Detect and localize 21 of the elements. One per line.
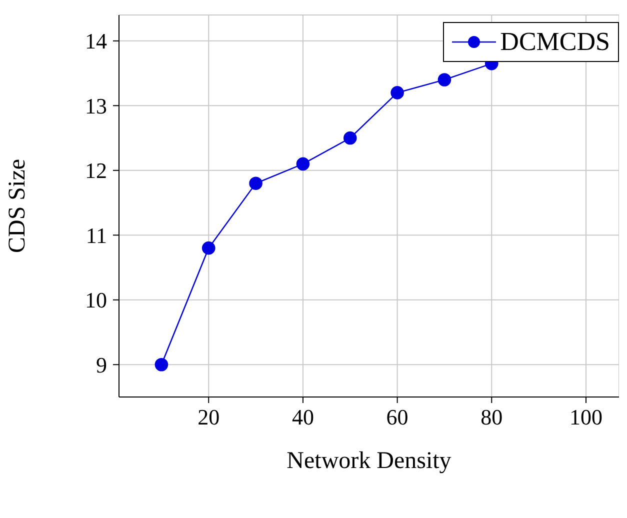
- point: [390, 86, 404, 100]
- y-axis-title: CDS Size: [4, 158, 31, 254]
- point: [202, 241, 216, 255]
- x-tick-label: 60: [386, 404, 408, 430]
- y-tick-label: 13: [85, 93, 107, 118]
- x-tick-label: 80: [480, 404, 503, 430]
- y-tick-label: 12: [85, 158, 107, 184]
- point: [343, 131, 357, 145]
- legend-label: DCMCDS: [500, 27, 610, 57]
- y-tick-label: 14: [85, 28, 107, 54]
- point: [296, 157, 310, 171]
- point: [249, 176, 262, 190]
- y-tick-label: 9: [96, 352, 107, 378]
- y-tick-label: 11: [86, 222, 107, 248]
- x-tick-label: 100: [569, 404, 602, 430]
- point: [154, 358, 168, 372]
- x-tick-label: 40: [292, 404, 314, 430]
- y-tick-label: 10: [85, 288, 107, 313]
- x-axis-title: Network Density: [286, 448, 452, 474]
- point: [438, 73, 452, 86]
- x-tick-label: 20: [198, 404, 220, 430]
